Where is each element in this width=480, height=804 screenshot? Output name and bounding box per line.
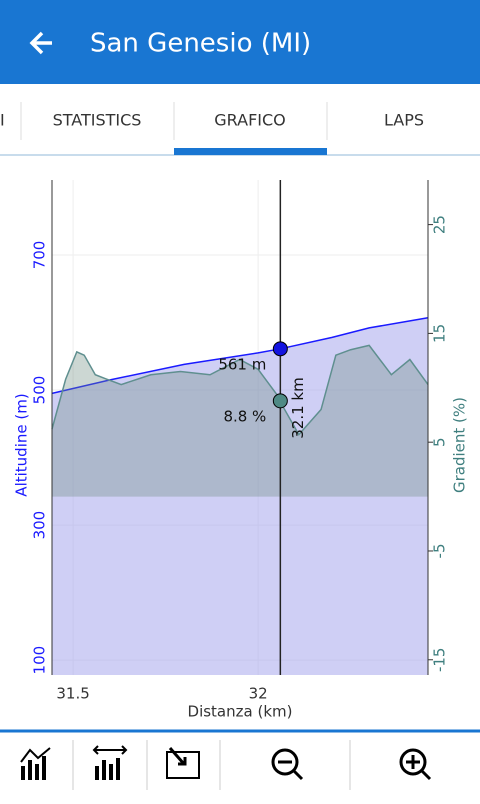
tab-indicator: [174, 148, 327, 155]
toolbar: [0, 730, 480, 800]
zoom-out-button[interactable]: [271, 748, 304, 781]
distance-label: 32.1 km: [289, 377, 307, 438]
y2-tick-label: 5: [431, 437, 449, 447]
area-fill: [52, 345, 428, 497]
altitude-label: 561 m: [218, 355, 266, 373]
gradient-label: 8.8 %: [223, 407, 266, 425]
y2-tick-label: 25: [431, 215, 449, 234]
y2-tick-label: -5: [431, 543, 449, 558]
x-axis-title: Distanza (km): [188, 703, 293, 721]
tab[interactable]: STATISTICS: [53, 111, 142, 130]
altitude-marker: [272, 341, 288, 357]
title: San Genesio (MI): [90, 29, 311, 59]
tab[interactable]: LAPS: [384, 111, 424, 130]
tab-bar: [0, 100, 480, 155]
chart-type-button[interactable]: [20, 747, 51, 780]
area-fill: [52, 317, 428, 675]
range-button[interactable]: [92, 745, 128, 780]
y2-tick-label: 15: [431, 324, 449, 343]
tab[interactable]: GRAFICO: [214, 111, 286, 130]
x-tick-label: 32: [249, 685, 268, 703]
y-tick-label: 500: [31, 376, 49, 405]
y-tick-label: 300: [31, 511, 49, 540]
gradient-marker: [272, 393, 288, 409]
x-tick-label: 31.5: [56, 685, 89, 703]
y-tick-label: 700: [31, 241, 49, 270]
series-line: [51, 317, 429, 395]
y2-tick-label: -15: [431, 648, 449, 673]
app-bar: [0, 0, 480, 84]
export-button[interactable]: [166, 747, 200, 779]
back-button[interactable]: [29, 31, 52, 55]
tab[interactable]: I: [0, 111, 5, 130]
series-line: [51, 344, 429, 436]
y-tick-label: 100: [31, 646, 49, 675]
y-axis-title: Altitudine (m): [13, 393, 31, 496]
zoom-in-button[interactable]: [399, 748, 432, 781]
y2-axis-title: Gradient (%): [451, 397, 469, 493]
